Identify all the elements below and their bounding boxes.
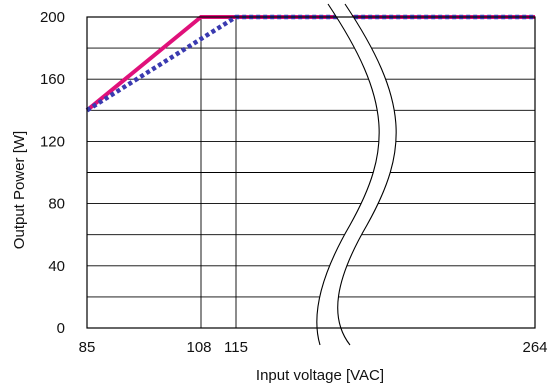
axis-break-curve-right: [337, 3, 397, 346]
y-tick-label: 160: [40, 71, 65, 88]
y-tick-label: 40: [48, 258, 65, 275]
y-tick-label: 120: [40, 133, 65, 150]
y-tick-label: 200: [40, 9, 65, 26]
x-tick-label: 108: [186, 339, 211, 356]
y-tick-label: 0: [57, 320, 65, 337]
y-tick-label: 80: [48, 196, 65, 213]
series-line-2: [85, 14, 535, 113]
x-tick-label: 85: [79, 339, 96, 356]
x-axis-label: Input voltage [VAC]: [256, 367, 384, 384]
x-tick-label: 115: [224, 339, 248, 356]
series-line-1: [85, 15, 535, 112]
plot-frame: [86, 16, 536, 329]
y-axis-label: Output Power [W]: [11, 131, 28, 249]
axis-break-gap: [316, 4, 397, 345]
x-tick-label: 264: [522, 339, 547, 356]
axis-break-curve-left: [316, 3, 380, 346]
